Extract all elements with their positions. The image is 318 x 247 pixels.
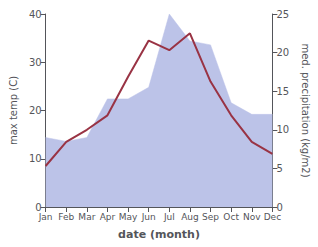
svg-text:Apr: Apr: [100, 212, 116, 222]
svg-text:0: 0: [35, 201, 42, 213]
svg-text:Jan: Jan: [38, 212, 53, 222]
svg-text:Nov: Nov: [243, 212, 261, 222]
svg-text:May: May: [119, 212, 138, 222]
svg-text:10: 10: [276, 124, 289, 135]
svg-text:max temp (C): max temp (C): [8, 76, 19, 145]
svg-text:5: 5: [276, 163, 282, 174]
svg-text:0: 0: [276, 201, 283, 213]
svg-text:Dec: Dec: [264, 212, 281, 222]
svg-text:med. precipitation (kg/m2): med. precipitation (kg/m2): [300, 43, 311, 177]
svg-text:Oct: Oct: [223, 212, 239, 222]
svg-text:Mar: Mar: [78, 212, 95, 222]
svg-text:20: 20: [29, 105, 42, 116]
svg-text:40: 40: [29, 9, 42, 20]
svg-text:Feb: Feb: [58, 212, 74, 222]
svg-text:15: 15: [276, 86, 289, 97]
svg-text:10: 10: [29, 153, 42, 164]
svg-text:Aug: Aug: [181, 212, 199, 222]
svg-text:Jul: Jul: [163, 212, 175, 222]
svg-text:Sep: Sep: [202, 212, 219, 222]
svg-text:date (month): date (month): [118, 228, 200, 241]
svg-text:20: 20: [276, 47, 289, 58]
svg-text:30: 30: [29, 57, 42, 68]
svg-text:Jun: Jun: [141, 212, 156, 222]
svg-text:25: 25: [276, 9, 289, 20]
